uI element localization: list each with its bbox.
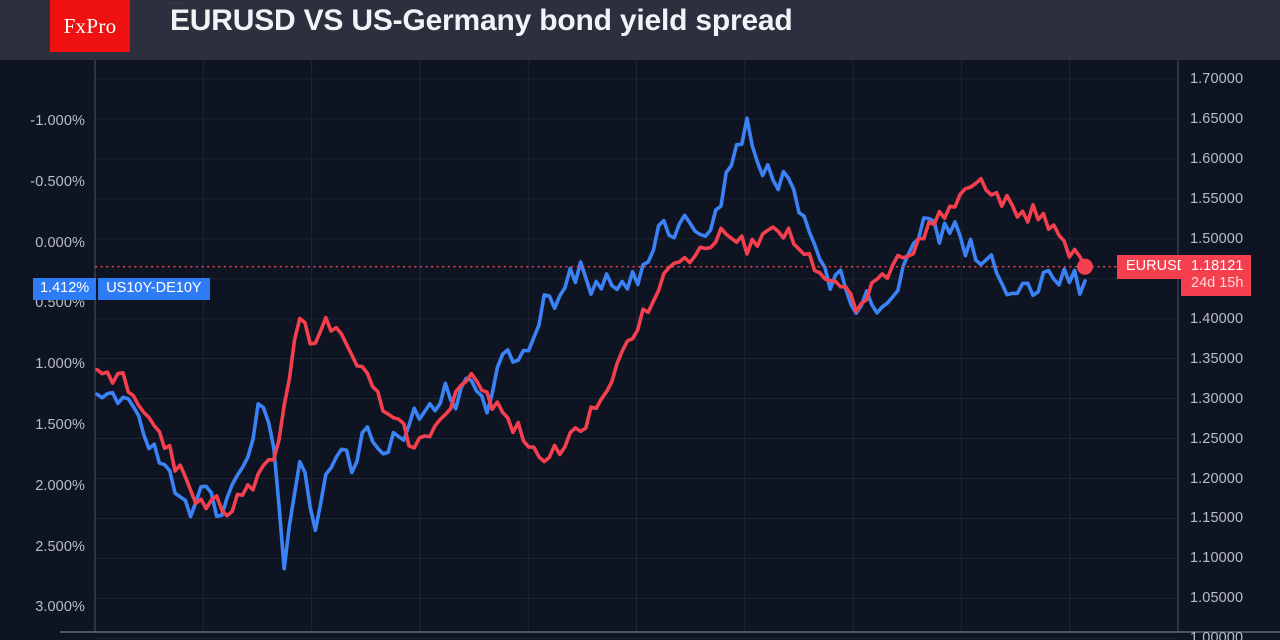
left-axis-tick: -0.500% <box>30 173 85 190</box>
right-axis-tick: 1.40000 <box>1190 310 1244 327</box>
right-axis-tick: 1.65000 <box>1190 110 1244 127</box>
plot-area <box>0 60 1280 640</box>
right-axis-tick: 1.55000 <box>1190 190 1244 207</box>
left-axis-tick: 3.000% <box>35 599 85 616</box>
right-axis-tick: 1.60000 <box>1190 150 1244 167</box>
right-axis-tick: 1.70000 <box>1190 71 1244 87</box>
right-axis-value-badge[interactable]: 1.18121 24d 15h <box>1181 254 1252 296</box>
left-axis-value-badge[interactable]: 1.412% US10Y-DE10Y <box>33 277 210 300</box>
red-badge-value: 1.18121 <box>1191 257 1244 274</box>
right-axis-tick: 1.10000 <box>1190 550 1244 567</box>
right-axis-tick: 1.00000 <box>1190 630 1244 640</box>
fxpro-logo: FxPro <box>50 0 130 52</box>
right-axis-tick: 1.05000 <box>1190 590 1244 607</box>
right-axis-tick: 1.15000 <box>1190 510 1244 527</box>
blue-badge-value: 1.412% <box>33 277 97 300</box>
header-ghost-text: ... <box>170 0 182 7</box>
page-title: EURUSD VS US-Germany bond yield spread <box>170 4 793 37</box>
red-badge-countdown: 24d 15h <box>1191 274 1244 291</box>
grid-layer <box>60 60 1280 639</box>
left-price-axis[interactable]: -1.000% -0.500% 0.000% 0.500% 1.000% 1.500% 2.… <box>0 60 95 640</box>
left-axis-tick: 2.500% <box>35 538 85 555</box>
left-axis-tick: 1.000% <box>35 356 85 373</box>
right-axis-tick: 1.25000 <box>1190 430 1244 447</box>
right-axis-tick: 1.50000 <box>1190 230 1244 247</box>
blue-badge-label: US10Y-DE10Y <box>98 277 210 300</box>
left-axis-tick: -1.000% <box>30 113 85 129</box>
vertical-gridlines <box>94 60 1179 632</box>
left-axis-tick: 2.000% <box>35 477 85 494</box>
right-axis-tick: 1.20000 <box>1190 470 1244 487</box>
right-axis-tick: 1.35000 <box>1190 350 1244 367</box>
fxpro-logo-text: FxPro <box>63 13 117 38</box>
left-axis-tick: 1.500% <box>35 417 85 433</box>
right-price-axis[interactable]: 1.700001.650001.600001.550001.500001.450… <box>1178 60 1280 640</box>
left-axis-tick: 0.000% <box>35 234 85 251</box>
chart-header: ... FxPro EURUSD VS US-Germany bond yiel… <box>0 0 1280 60</box>
right-axis-tick: 1.30000 <box>1190 390 1244 407</box>
